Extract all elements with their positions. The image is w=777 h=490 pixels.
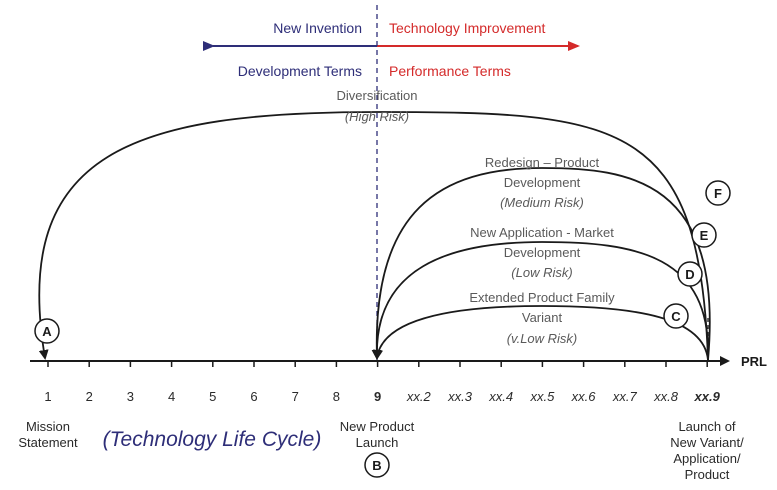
axis-tick-label: 6 [250, 389, 257, 404]
marker-e: E [691, 222, 717, 248]
header-technology-improvement: Technology Improvement [389, 20, 546, 36]
diversification-arc [38, 111, 709, 361]
extended-label-1: Extended Product Family [469, 290, 615, 305]
header-new-invention: New Invention [273, 20, 362, 36]
marker-e-label: E [700, 228, 709, 243]
marker-a: A [34, 318, 60, 344]
axis-tick-label: 3 [127, 389, 134, 404]
new-application-risk: (Low Risk) [511, 265, 572, 280]
mission-statement-line-1: Mission [26, 419, 70, 434]
diversification-label: Diversification [337, 88, 418, 103]
marker-c-label: C [671, 309, 681, 324]
mission-statement-line-2: Statement [18, 435, 78, 450]
new-product-launch-line-2: Launch [356, 435, 399, 450]
axis-ticks: 1 2 3 4 5 6 7 8 9 xx.2 xx.3 xx.4 xx.5 xx.6 xx.7 xx.8 xx.… [44, 361, 721, 404]
new-product-launch-line-1: New Product [340, 419, 415, 434]
axis-tick-label: 5 [209, 389, 216, 404]
axis-tick-label: xx.3 [447, 389, 473, 404]
axis-tick-label: 4 [168, 389, 175, 404]
extended-risk: (v.Low Risk) [507, 331, 578, 346]
marker-f-label: F [714, 186, 722, 201]
axis-tick-label: xx.6 [571, 389, 597, 404]
variant-launch-line-1: Launch of [678, 419, 735, 434]
marker-f: F [705, 180, 731, 206]
marker-b: B [364, 452, 390, 478]
marker-d-label: D [685, 267, 694, 282]
marker-b-label: B [372, 458, 381, 473]
marker-a-label: A [42, 324, 52, 339]
axis-tick-label: xx.7 [612, 389, 638, 404]
header-performance-terms: Performance Terms [389, 63, 511, 79]
extended-family-arc [373, 305, 709, 361]
variant-launch-line-2: New Variant/ [670, 435, 744, 450]
marker-c: C [663, 303, 689, 329]
prl-axis-label: PRL [741, 354, 767, 369]
axis-tick-label: 2 [86, 389, 93, 404]
variant-launch-line-4: Product [685, 467, 730, 482]
marker-d: D [677, 261, 703, 287]
variant-launch-line-3: Application/ [673, 451, 741, 466]
axis-tick-label: 9 [374, 389, 381, 404]
axis-tick-label: 7 [292, 389, 299, 404]
redesign-risk: (Medium Risk) [500, 195, 584, 210]
extended-label-2: Variant [522, 310, 563, 325]
diversification-risk: (High Risk) [345, 109, 409, 124]
axis-tick-label: xx.9 [694, 389, 721, 404]
redesign-label-1: Redesign – Product [485, 155, 600, 170]
axis-tick-label: 1 [44, 389, 51, 404]
redesign-label-2: Development [504, 175, 581, 190]
axis-tick-label: xx.2 [406, 389, 432, 404]
axis-tick-label: xx.4 [488, 389, 513, 404]
header-development-terms: Development Terms [238, 63, 362, 79]
technology-life-cycle-title: (Technology Life Cycle) [103, 428, 322, 451]
new-application-label-2: Development [504, 245, 581, 260]
new-application-label-1: New Application - Market [470, 225, 614, 240]
axis-tick-label: xx.8 [653, 389, 679, 404]
axis-tick-label: 8 [333, 389, 340, 404]
axis-tick-label: xx.5 [529, 389, 555, 404]
